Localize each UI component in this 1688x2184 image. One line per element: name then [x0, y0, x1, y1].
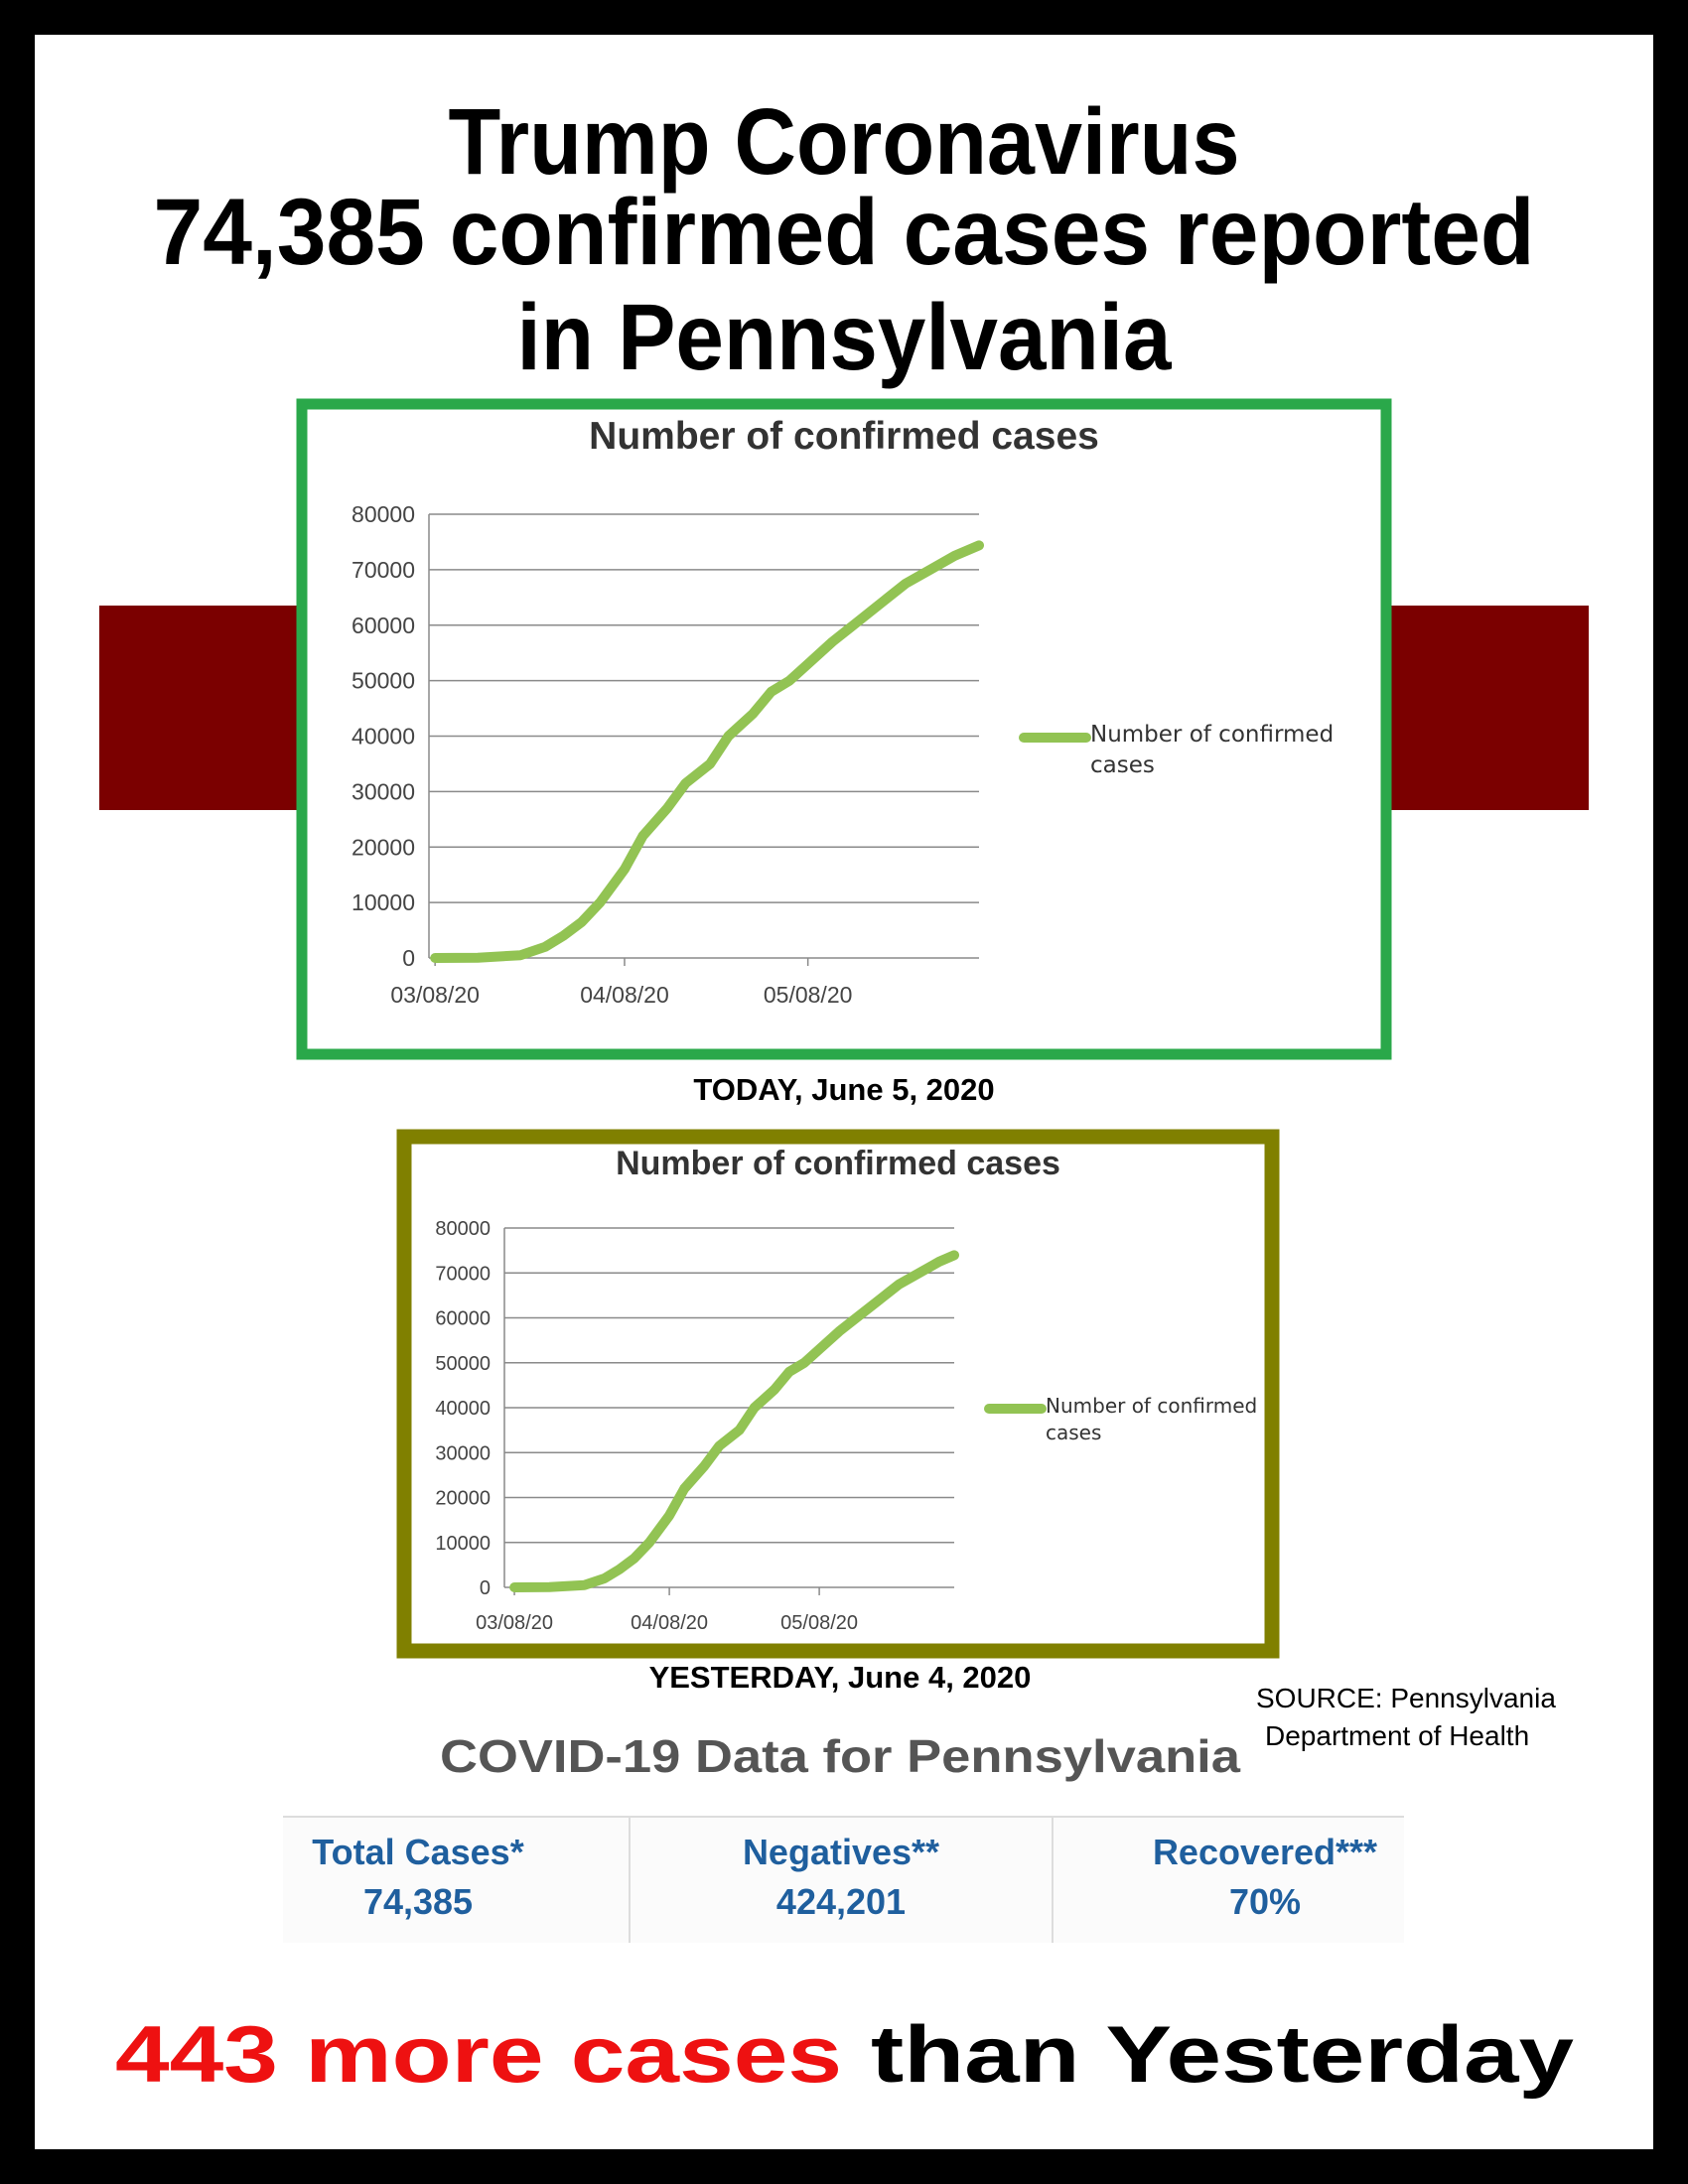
- y-tick-label: 50000: [435, 1353, 491, 1375]
- caption: TODAY, June 5, 2020: [693, 1072, 994, 1107]
- y-tick-label: 40000: [352, 724, 415, 750]
- source-line: SOURCE: Pennsylvania: [1256, 1683, 1556, 1713]
- x-tick-label: 04/08/20: [580, 982, 669, 1008]
- stat-label: Total Cases*: [312, 1832, 523, 1872]
- y-tick-label: 0: [480, 1577, 491, 1599]
- footer-text: than Yesterday: [871, 2010, 1574, 2100]
- y-tick-label: 10000: [352, 889, 415, 915]
- y-tick-label: 10000: [435, 1533, 491, 1555]
- legend-entry: Number of confirmed cases: [1046, 1394, 1258, 1444]
- y-tick-label: 80000: [435, 1218, 491, 1240]
- legend-entry: Number of confirmed cases: [1090, 721, 1335, 778]
- page-background: [35, 35, 1653, 2149]
- stat-value: 424,201: [776, 1881, 906, 1922]
- y-tick-label: 40000: [435, 1398, 491, 1420]
- chart-title: Number of confirmed cases: [589, 415, 1099, 458]
- charts: Number of confirmed cases 0 10000 20000 3000…: [296, 398, 1392, 1659]
- title-line: in Pennsylvania: [517, 285, 1173, 390]
- y-tick-label: 60000: [435, 1308, 491, 1330]
- title-line: Trump Coronavirus: [449, 89, 1240, 195]
- legend-label: Number of confirmed cases: [1046, 1394, 1258, 1444]
- y-tick-label: 60000: [352, 613, 415, 638]
- y-tick-label: 30000: [435, 1442, 491, 1464]
- x-tick-label: 05/08/20: [780, 1612, 858, 1634]
- y-tick-label: 30000: [352, 778, 415, 804]
- x-tick-label: 05/08/20: [764, 982, 853, 1008]
- chart-frame: [296, 398, 1392, 1060]
- stats-title: COVID-19 Data for Pennsylvania: [440, 1730, 1240, 1782]
- y-tick-label: 50000: [352, 668, 415, 694]
- stat-value: 70%: [1229, 1881, 1301, 1922]
- y-tick-label: 80000: [352, 501, 415, 527]
- source-line: Department of Health: [1265, 1720, 1529, 1751]
- stat-label: Recovered***: [1153, 1832, 1377, 1872]
- y-tick-label: 20000: [435, 1488, 491, 1510]
- y-tick-label: 70000: [352, 557, 415, 583]
- series-line: [509, 1250, 959, 1592]
- footer-highlight: 443 more cases: [115, 2010, 842, 2100]
- stats-panel: [283, 1817, 1404, 1943]
- title-line: 74,385 confirmed cases reported: [154, 180, 1535, 285]
- stat-value: 74,385: [363, 1881, 473, 1922]
- caption: YESTERDAY, June 4, 2020: [649, 1660, 1032, 1695]
- x-tick-label: 03/08/20: [390, 982, 480, 1008]
- x-tick-label: 03/08/20: [476, 1612, 553, 1634]
- y-tick-label: 70000: [435, 1263, 491, 1285]
- y-tick-label: 20000: [352, 834, 415, 860]
- series-line: [430, 540, 984, 963]
- chart-title: Number of confirmed cases: [616, 1145, 1060, 1182]
- chart-frame: [396, 1129, 1280, 1659]
- legend-label: Number of confirmed cases: [1090, 721, 1335, 778]
- x-tick-label: 04/08/20: [631, 1612, 708, 1634]
- y-tick-label: 0: [402, 945, 415, 971]
- stat-label: Negatives**: [743, 1832, 939, 1872]
